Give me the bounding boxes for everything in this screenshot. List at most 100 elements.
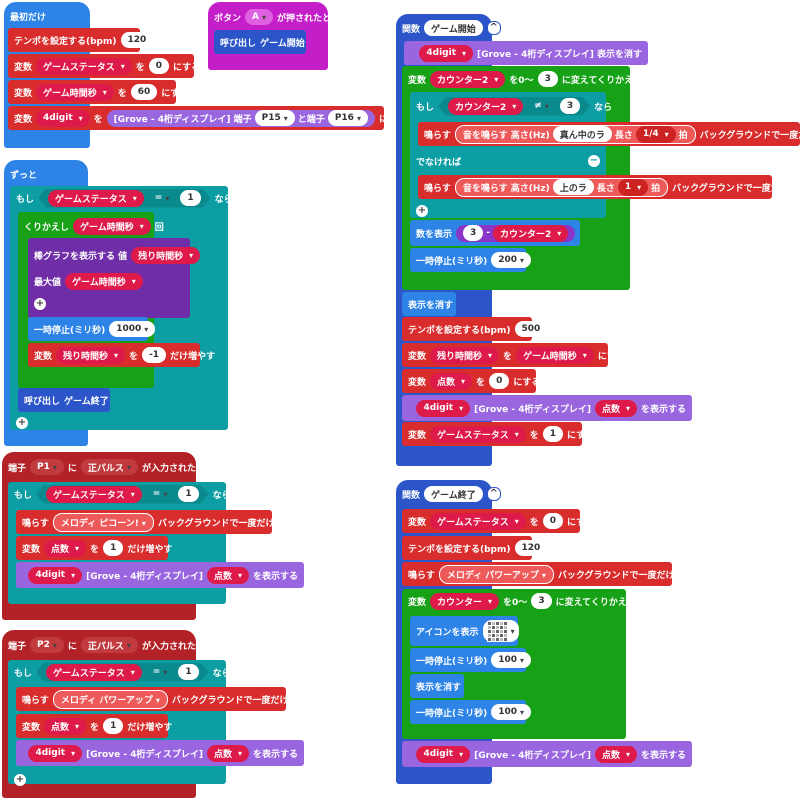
var-game-status-dropdown[interactable]: ゲームステータス bbox=[430, 512, 526, 530]
operator-dropdown[interactable]: = bbox=[146, 486, 175, 502]
play-mode-dropdown[interactable]: バックグラウンドで一度だけ bbox=[172, 693, 296, 706]
pin-dropdown[interactable]: P2 bbox=[30, 637, 64, 653]
operator-dropdown[interactable]: = bbox=[146, 664, 175, 680]
compare-block[interactable]: ゲームステータス = 1 bbox=[36, 485, 209, 504]
var-game-status-dropdown[interactable]: ゲームステータス bbox=[48, 190, 144, 207]
change-remaining-block[interactable]: 変数 残り時間秒 を -1 だけ増やす bbox=[28, 343, 215, 367]
pause-block[interactable]: 一時停止(ミリ秒) 100 bbox=[410, 648, 532, 672]
minus-icon[interactable]: − bbox=[588, 155, 600, 167]
play-mode-dropdown[interactable]: バックグラウンドで一度だけ bbox=[158, 516, 282, 529]
operator-dropdown[interactable]: ≠ bbox=[527, 98, 556, 114]
var-score-dropdown[interactable]: 点数 bbox=[44, 539, 87, 557]
set-game-status-block[interactable]: 変数 ゲームステータス を 1 にする bbox=[402, 422, 594, 446]
note-input[interactable]: 真ん中のラ bbox=[552, 126, 612, 142]
value-input[interactable]: 0 bbox=[489, 373, 510, 389]
var-score-dropdown[interactable]: 点数 bbox=[206, 744, 249, 762]
beat-dropdown[interactable]: 1 bbox=[617, 178, 649, 196]
compare-block[interactable]: カウンター2 ≠ 3 bbox=[438, 97, 590, 116]
collapse-icon[interactable]: ^ bbox=[486, 487, 501, 501]
grove-show-block[interactable]: 4digit [Grove - 4桁ディスプレイ] 点数 を表示する bbox=[402, 395, 692, 421]
value-input[interactable]: 3 bbox=[463, 225, 484, 241]
play-melody-block[interactable]: 鳴らす メロディ パワーアップ バックグラウンドで一度だけ bbox=[16, 687, 289, 711]
grove-show-block[interactable]: 4digit [Grove - 4桁ディスプレイ] 点数 を表示する bbox=[16, 562, 304, 588]
var-game-time-dropdown[interactable]: ゲーム時間秒 bbox=[73, 217, 151, 235]
var-score-dropdown[interactable]: 点数 bbox=[206, 566, 249, 584]
play-tone-block[interactable]: 鳴らす 音を鳴らす 高さ(Hz) 真ん中のラ 長さ 1/4 拍 バックグラウンド… bbox=[418, 122, 800, 146]
set-game-status-block[interactable]: 変数 ゲームステータス を 0 にする bbox=[8, 54, 200, 78]
tone-reporter[interactable]: 音を鳴らす 高さ(Hz) 上のラ 長さ 1 拍 bbox=[454, 177, 669, 197]
clear-screen-block[interactable]: 表示を消す bbox=[410, 674, 464, 698]
var-game-time-dropdown[interactable]: ゲーム時間秒 bbox=[516, 346, 594, 364]
var-game-status-dropdown[interactable]: ゲームステータス bbox=[46, 486, 142, 503]
pulse-dropdown[interactable]: 正パルス bbox=[80, 459, 138, 475]
subtract-reporter[interactable]: 3 - カウンター2 bbox=[456, 224, 576, 242]
pause-block[interactable]: 一時停止(ミリ秒) 200 bbox=[410, 248, 532, 272]
value-input[interactable]: -1 bbox=[142, 347, 167, 363]
set-game-status-block[interactable]: 変数 ゲームステータス を 0 にする bbox=[402, 509, 594, 533]
plus-icon[interactable]: + bbox=[14, 774, 26, 786]
change-score-block[interactable]: 変数 点数 を 1 だけ増やす bbox=[16, 714, 172, 738]
play-mode-dropdown[interactable]: バックグラウンドで一度だけ bbox=[672, 181, 796, 194]
var-counter2-dropdown[interactable]: カウンター2 bbox=[493, 224, 569, 242]
grove-create-reporter[interactable]: [Grove - 4桁ディスプレイ] 端子 P15 と端子 P16 bbox=[106, 109, 375, 127]
plus-icon[interactable]: + bbox=[16, 417, 28, 429]
value-input[interactable]: 1 bbox=[103, 718, 124, 734]
play-melody-block[interactable]: 鳴らす メロディ パワーアップ バックグラウンドで一度だけ bbox=[402, 562, 675, 586]
value-input[interactable]: 1 bbox=[178, 664, 198, 680]
tempo-value[interactable]: 120 bbox=[120, 32, 154, 48]
var-game-status-dropdown[interactable]: ゲームステータス bbox=[46, 664, 142, 681]
pin-dio-dropdown[interactable]: P16 bbox=[327, 110, 368, 126]
plus-icon[interactable]: + bbox=[416, 205, 428, 217]
play-melody-block[interactable]: 鳴らす メロディ ピコーン! バックグラウンドで一度だけ bbox=[16, 510, 275, 534]
show-icon-block[interactable]: アイコンを表示 ▾ bbox=[410, 616, 519, 646]
value-input[interactable]: 3 bbox=[560, 98, 580, 114]
var-game-status-dropdown[interactable]: ゲームステータス bbox=[36, 57, 132, 75]
melody-dropdown[interactable]: ピコーン! bbox=[99, 516, 146, 529]
var-4digit-dropdown[interactable]: 4digit bbox=[28, 566, 83, 584]
var-score-dropdown[interactable]: 点数 bbox=[430, 372, 473, 390]
pause-value-dropdown[interactable]: 200 bbox=[491, 252, 532, 268]
grove-show-block[interactable]: 4digit [Grove - 4桁ディスプレイ] 点数 を表示する bbox=[402, 741, 692, 767]
loop-to-input[interactable]: 3 bbox=[531, 593, 552, 609]
note-input[interactable]: 上のラ bbox=[552, 179, 594, 195]
play-mode-dropdown[interactable]: バックグラウンドで一度だけ bbox=[558, 568, 682, 581]
value-input[interactable]: 1 bbox=[103, 540, 124, 556]
set-tempo-block[interactable]: テンポを設定する(bpm) 120 bbox=[8, 28, 154, 52]
var-remaining-dropdown[interactable]: 残り時間秒 bbox=[430, 346, 500, 364]
pin-clk-dropdown[interactable]: P15 bbox=[254, 110, 295, 126]
func-name-field[interactable]: ゲーム終了 bbox=[424, 486, 483, 502]
call-game-end-block[interactable]: 呼び出し ゲーム終了 bbox=[18, 388, 110, 412]
var-game-time-dropdown[interactable]: ゲーム時間秒 bbox=[36, 83, 114, 101]
var-4digit-dropdown[interactable]: 4digit bbox=[28, 744, 83, 762]
icon-picker[interactable]: ▾ bbox=[482, 620, 519, 642]
collapse-icon[interactable]: ^ bbox=[486, 21, 501, 35]
var-game-time-dropdown[interactable]: ゲーム時間秒 bbox=[65, 272, 143, 290]
func-name-field[interactable]: ゲーム開始 bbox=[424, 20, 483, 36]
play-tone-block[interactable]: 鳴らす 音を鳴らす 高さ(Hz) 上のラ 長さ 1 拍 バックグラウンドで一度だ… bbox=[418, 175, 789, 199]
melody-reporter[interactable]: メロディ ピコーン! bbox=[52, 512, 154, 532]
melody-dropdown[interactable]: パワーアップ bbox=[485, 568, 546, 581]
value-input[interactable]: 1 bbox=[180, 190, 200, 206]
set-tempo-block[interactable]: テンポを設定する(bpm) 120 bbox=[402, 536, 548, 560]
set-remaining-block[interactable]: 変数 残り時間秒 を ゲーム時間秒 にする bbox=[402, 343, 625, 367]
pause-block[interactable]: 一時停止(ミリ秒) 100 bbox=[410, 700, 532, 724]
pause-block[interactable]: 一時停止(ミリ秒) 1000 bbox=[28, 317, 156, 341]
var-4digit-dropdown[interactable]: 4digit bbox=[416, 745, 471, 763]
set-tempo-block[interactable]: テンポを設定する(bpm) 500 bbox=[402, 317, 548, 341]
pause-value-dropdown[interactable]: 100 bbox=[491, 652, 532, 668]
play-mode-dropdown[interactable]: バックグラウンドで一度だけ bbox=[700, 128, 800, 141]
pause-value-dropdown[interactable]: 100 bbox=[491, 704, 532, 720]
grove-show-block[interactable]: 4digit [Grove - 4桁ディスプレイ] 点数 を表示する bbox=[16, 740, 304, 766]
compare-block[interactable]: ゲームステータス = 1 bbox=[38, 189, 211, 208]
var-remaining-dropdown[interactable]: 残り時間秒 bbox=[131, 246, 201, 264]
compare-block[interactable]: ゲームステータス = 1 bbox=[36, 663, 209, 682]
var-score-dropdown[interactable]: 点数 bbox=[44, 717, 87, 735]
var-score-dropdown[interactable]: 点数 bbox=[594, 745, 637, 763]
melody-reporter[interactable]: メロディ パワーアップ bbox=[52, 689, 168, 709]
set-4digit-block[interactable]: 変数 4digit を [Grove - 4桁ディスプレイ] 端子 P15 と端… bbox=[8, 106, 406, 130]
var-game-status-dropdown[interactable]: ゲームステータス bbox=[430, 425, 526, 443]
set-score-block[interactable]: 変数 点数 を 0 にする bbox=[402, 369, 540, 393]
value-input[interactable]: 1 bbox=[542, 426, 564, 442]
value-input[interactable]: 0 bbox=[148, 58, 170, 74]
var-4digit-dropdown[interactable]: 4digit bbox=[36, 109, 90, 127]
